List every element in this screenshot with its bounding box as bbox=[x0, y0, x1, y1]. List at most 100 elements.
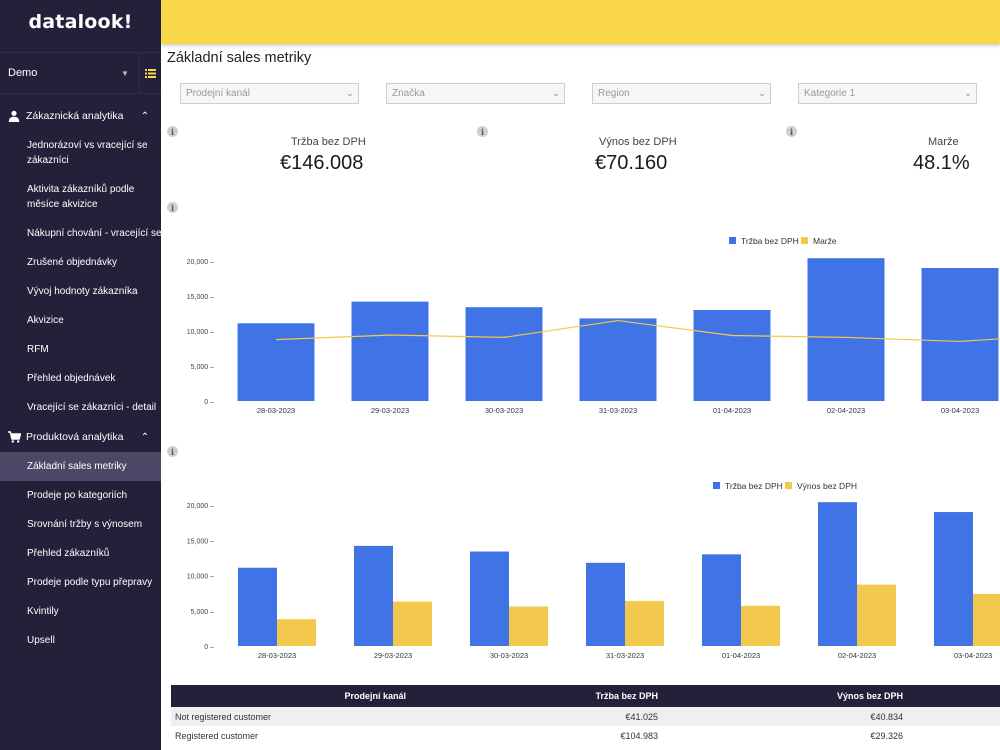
filter-placeholder: Kategorie 1 bbox=[804, 88, 856, 99]
x-tick-label: 29-03-2023 bbox=[374, 651, 412, 660]
bar-vynos bbox=[393, 601, 432, 646]
sidebar-item-label: Přehled objednávek bbox=[27, 373, 116, 384]
workspace-selector[interactable]: Demo ▼ bbox=[0, 52, 161, 94]
sidebar-item-srovnani-trzby[interactable]: Srovnání tržby s výnosem bbox=[0, 510, 161, 539]
x-tick-label: 29-03-2023 bbox=[371, 406, 409, 415]
kpi-label-marze: Marže bbox=[928, 136, 959, 148]
x-tick-label: 01-04-2023 bbox=[713, 406, 751, 415]
bar bbox=[693, 310, 771, 401]
sidebar-item-zakladni-sales-metriky[interactable]: Základní sales metriky bbox=[0, 452, 161, 481]
chevron-down-icon: ⌄ bbox=[758, 88, 766, 98]
bar-trzba bbox=[238, 567, 277, 646]
sidebar-item-zrusene[interactable]: Zrušené objednávky bbox=[0, 248, 161, 277]
y-tick-label: 10,000 – bbox=[187, 329, 214, 336]
table-cell: Not registered customer bbox=[175, 711, 272, 722]
bar-vynos bbox=[857, 584, 896, 646]
x-tick-label: 30-03-2023 bbox=[485, 406, 523, 415]
kpi-label-vynos: Výnos bez DPH bbox=[599, 136, 677, 148]
y-tick-label: 15,000 – bbox=[187, 538, 214, 545]
filter-znacka[interactable]: Značka ⌄ bbox=[386, 83, 565, 104]
sidebar-item-prodeje-kategorie[interactable]: Prodeje po kategoriích bbox=[0, 481, 161, 510]
sidebar-item-nakupni-chovani[interactable]: Nákupní chování - vracející se bbox=[0, 219, 162, 248]
column-header[interactable]: Tržba bez DPH bbox=[595, 691, 658, 701]
sidebar-item-label: Srovnání tržby s výnosem bbox=[27, 519, 143, 530]
filter-region[interactable]: Region ⌄ bbox=[592, 83, 771, 104]
table-cell: €104.983 bbox=[620, 730, 658, 741]
kpi-value-vynos: €70.160 bbox=[595, 152, 668, 174]
app-logo[interactable]: datalook! bbox=[28, 11, 133, 33]
sidebar-item-label: Akvizice bbox=[27, 315, 64, 326]
info-icon[interactable]: i bbox=[167, 446, 178, 457]
filter-placeholder: Značka bbox=[392, 88, 425, 99]
sidebar-nav: Zákaznická analytika ⌃ Jednorázoví vs vr… bbox=[0, 101, 162, 655]
x-tick-label: 28-03-2023 bbox=[257, 406, 295, 415]
bar bbox=[579, 318, 657, 401]
filter-kategorie[interactable]: Kategorie 1 ⌄ bbox=[798, 83, 977, 104]
sidebar-item-vracejici-detail[interactable]: Vracející se zákazníci - detail bbox=[0, 393, 161, 422]
sidebar-item-vyvoj-hodnoty[interactable]: Vývoj hodnoty zákazníka bbox=[0, 277, 161, 306]
kpi-label-trzba: Tržba bez DPH bbox=[291, 136, 366, 148]
bar bbox=[807, 258, 885, 401]
sidebar-item-label: Přehled zákazníků bbox=[27, 548, 110, 559]
sidebar-item-jednorazovi[interactable]: Jednorázoví vs vracející se zákazníci bbox=[0, 131, 161, 175]
y-tick-label: 20,000 – bbox=[187, 503, 214, 510]
sidebar-item-prehled-objednavek[interactable]: Přehled objednávek bbox=[0, 364, 161, 393]
x-tick-label: 31-03-2023 bbox=[599, 406, 637, 415]
y-tick-label: 10,000 – bbox=[187, 574, 214, 581]
section-product-analytics[interactable]: Produktová analytika ⌃ bbox=[0, 422, 161, 452]
y-tick-label: 5,000 – bbox=[191, 609, 214, 616]
filter-prodejni-kanal[interactable]: Prodejní kanál ⌄ bbox=[180, 83, 359, 104]
sidebar-item-rfm[interactable]: RFM bbox=[0, 335, 161, 364]
x-tick-label: 30-03-2023 bbox=[490, 651, 528, 660]
top-bar bbox=[161, 0, 1000, 44]
list-icon[interactable] bbox=[139, 53, 161, 93]
info-icon[interactable]: i bbox=[477, 126, 488, 137]
legend-swatch bbox=[713, 482, 720, 489]
sidebar-item-typ-prepravy[interactable]: Prodeje podle typu přepravy bbox=[0, 568, 161, 597]
y-tick-label: 5,000 – bbox=[191, 364, 214, 371]
sidebar-item-akvizice[interactable]: Akvizice bbox=[0, 306, 161, 335]
bar-trzba bbox=[470, 551, 509, 646]
bar bbox=[921, 268, 999, 401]
sidebar-item-label: Jednorázoví vs vracející se zákazníci bbox=[27, 140, 148, 166]
kpi-value-trzba: €146.008 bbox=[280, 152, 364, 174]
info-icon[interactable]: i bbox=[786, 126, 797, 137]
sidebar-item-aktivita[interactable]: Aktivita zákazníků podle měsíce akvizice bbox=[0, 175, 161, 219]
section-customer-analytics[interactable]: Zákaznická analytika ⌃ bbox=[0, 101, 161, 131]
cart-icon bbox=[7, 430, 21, 444]
column-header[interactable]: Prodejní kanál bbox=[344, 691, 406, 701]
caret-down-icon: ▼ bbox=[121, 68, 129, 78]
info-icon[interactable]: i bbox=[167, 126, 178, 137]
sidebar-item-prehled-zakazniku[interactable]: Přehled zákazníků bbox=[0, 539, 161, 568]
y-tick-label: 0 – bbox=[204, 644, 214, 651]
sidebar-item-label: Prodeje podle typu přepravy bbox=[27, 577, 153, 588]
chart-trzba-marze: Tržba bez DPH Marže 20,000 – 15,000 – 10,000… bbox=[161, 226, 1000, 416]
column-header[interactable]: Výnos bez DPH bbox=[836, 691, 903, 701]
sidebar-item-label: Upsell bbox=[27, 635, 55, 646]
chevron-down-icon: ⌄ bbox=[552, 88, 560, 98]
bar-trzba bbox=[586, 562, 625, 646]
sidebar-item-label: Vracející se zákazníci - detail bbox=[27, 402, 157, 413]
table-cell: €40.834 bbox=[870, 711, 903, 722]
x-tick-label: 01-04-2023 bbox=[722, 651, 760, 660]
bar-vynos bbox=[973, 593, 1000, 646]
bar-trzba bbox=[702, 554, 741, 646]
bar-vynos bbox=[625, 600, 664, 646]
legend-swatch bbox=[729, 237, 736, 244]
info-icon[interactable]: i bbox=[167, 202, 178, 213]
page-title: Základní sales metriky bbox=[167, 50, 312, 66]
bar-vynos bbox=[277, 619, 316, 646]
bar bbox=[237, 323, 315, 401]
person-icon bbox=[7, 109, 21, 123]
table-cell: €41.025 bbox=[625, 711, 658, 722]
legend-label: Tržba bez DPH bbox=[741, 236, 799, 246]
sidebar-item-kvintily[interactable]: Kvintily bbox=[0, 597, 161, 626]
x-tick-label: 28-03-2023 bbox=[258, 651, 296, 660]
chart-trzba-vynos: Tržba bez DPH Výnos bez DPH 20,000 – 15,000… bbox=[161, 470, 1000, 662]
chevron-down-icon: ⌄ bbox=[346, 88, 354, 98]
bar-vynos bbox=[509, 606, 548, 646]
x-tick-label: 02-04-2023 bbox=[827, 406, 865, 415]
table-header-row: Prodejní kanál Tržba bez DPH Výnos bez D… bbox=[171, 685, 1000, 707]
y-tick-label: 0 – bbox=[204, 399, 214, 406]
sidebar-item-upsell[interactable]: Upsell bbox=[0, 626, 161, 655]
